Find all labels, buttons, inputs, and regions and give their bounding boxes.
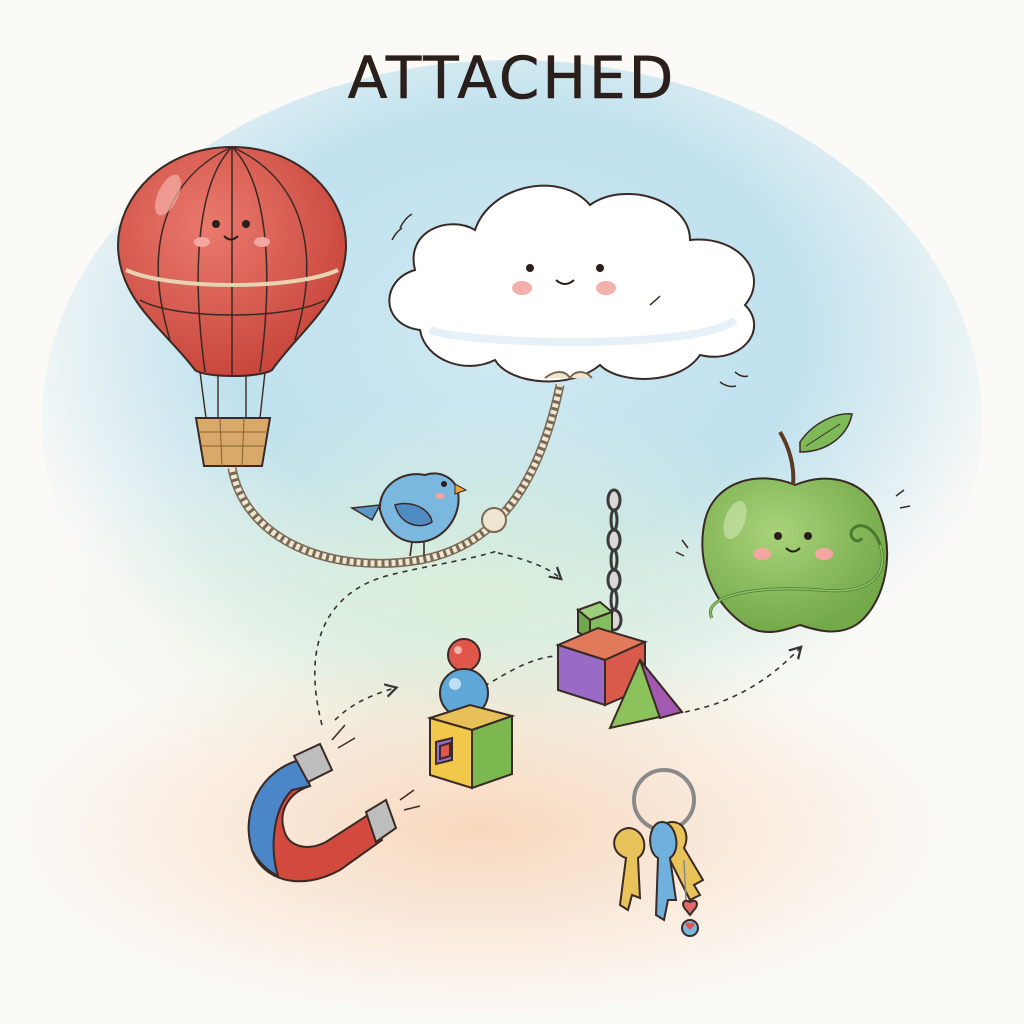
dashed-arrows	[314, 549, 800, 726]
bird-icon	[349, 472, 468, 557]
stacked-balls-icon	[426, 638, 516, 790]
cloud-icon	[388, 184, 756, 388]
page-title: ATTACHED	[347, 44, 677, 113]
keys-icon	[613, 768, 705, 937]
apple-icon	[675, 412, 911, 634]
rope	[227, 384, 565, 568]
magnet-icon	[247, 724, 421, 883]
hot-air-balloon-icon	[116, 145, 348, 467]
blocks-icon	[555, 600, 684, 730]
